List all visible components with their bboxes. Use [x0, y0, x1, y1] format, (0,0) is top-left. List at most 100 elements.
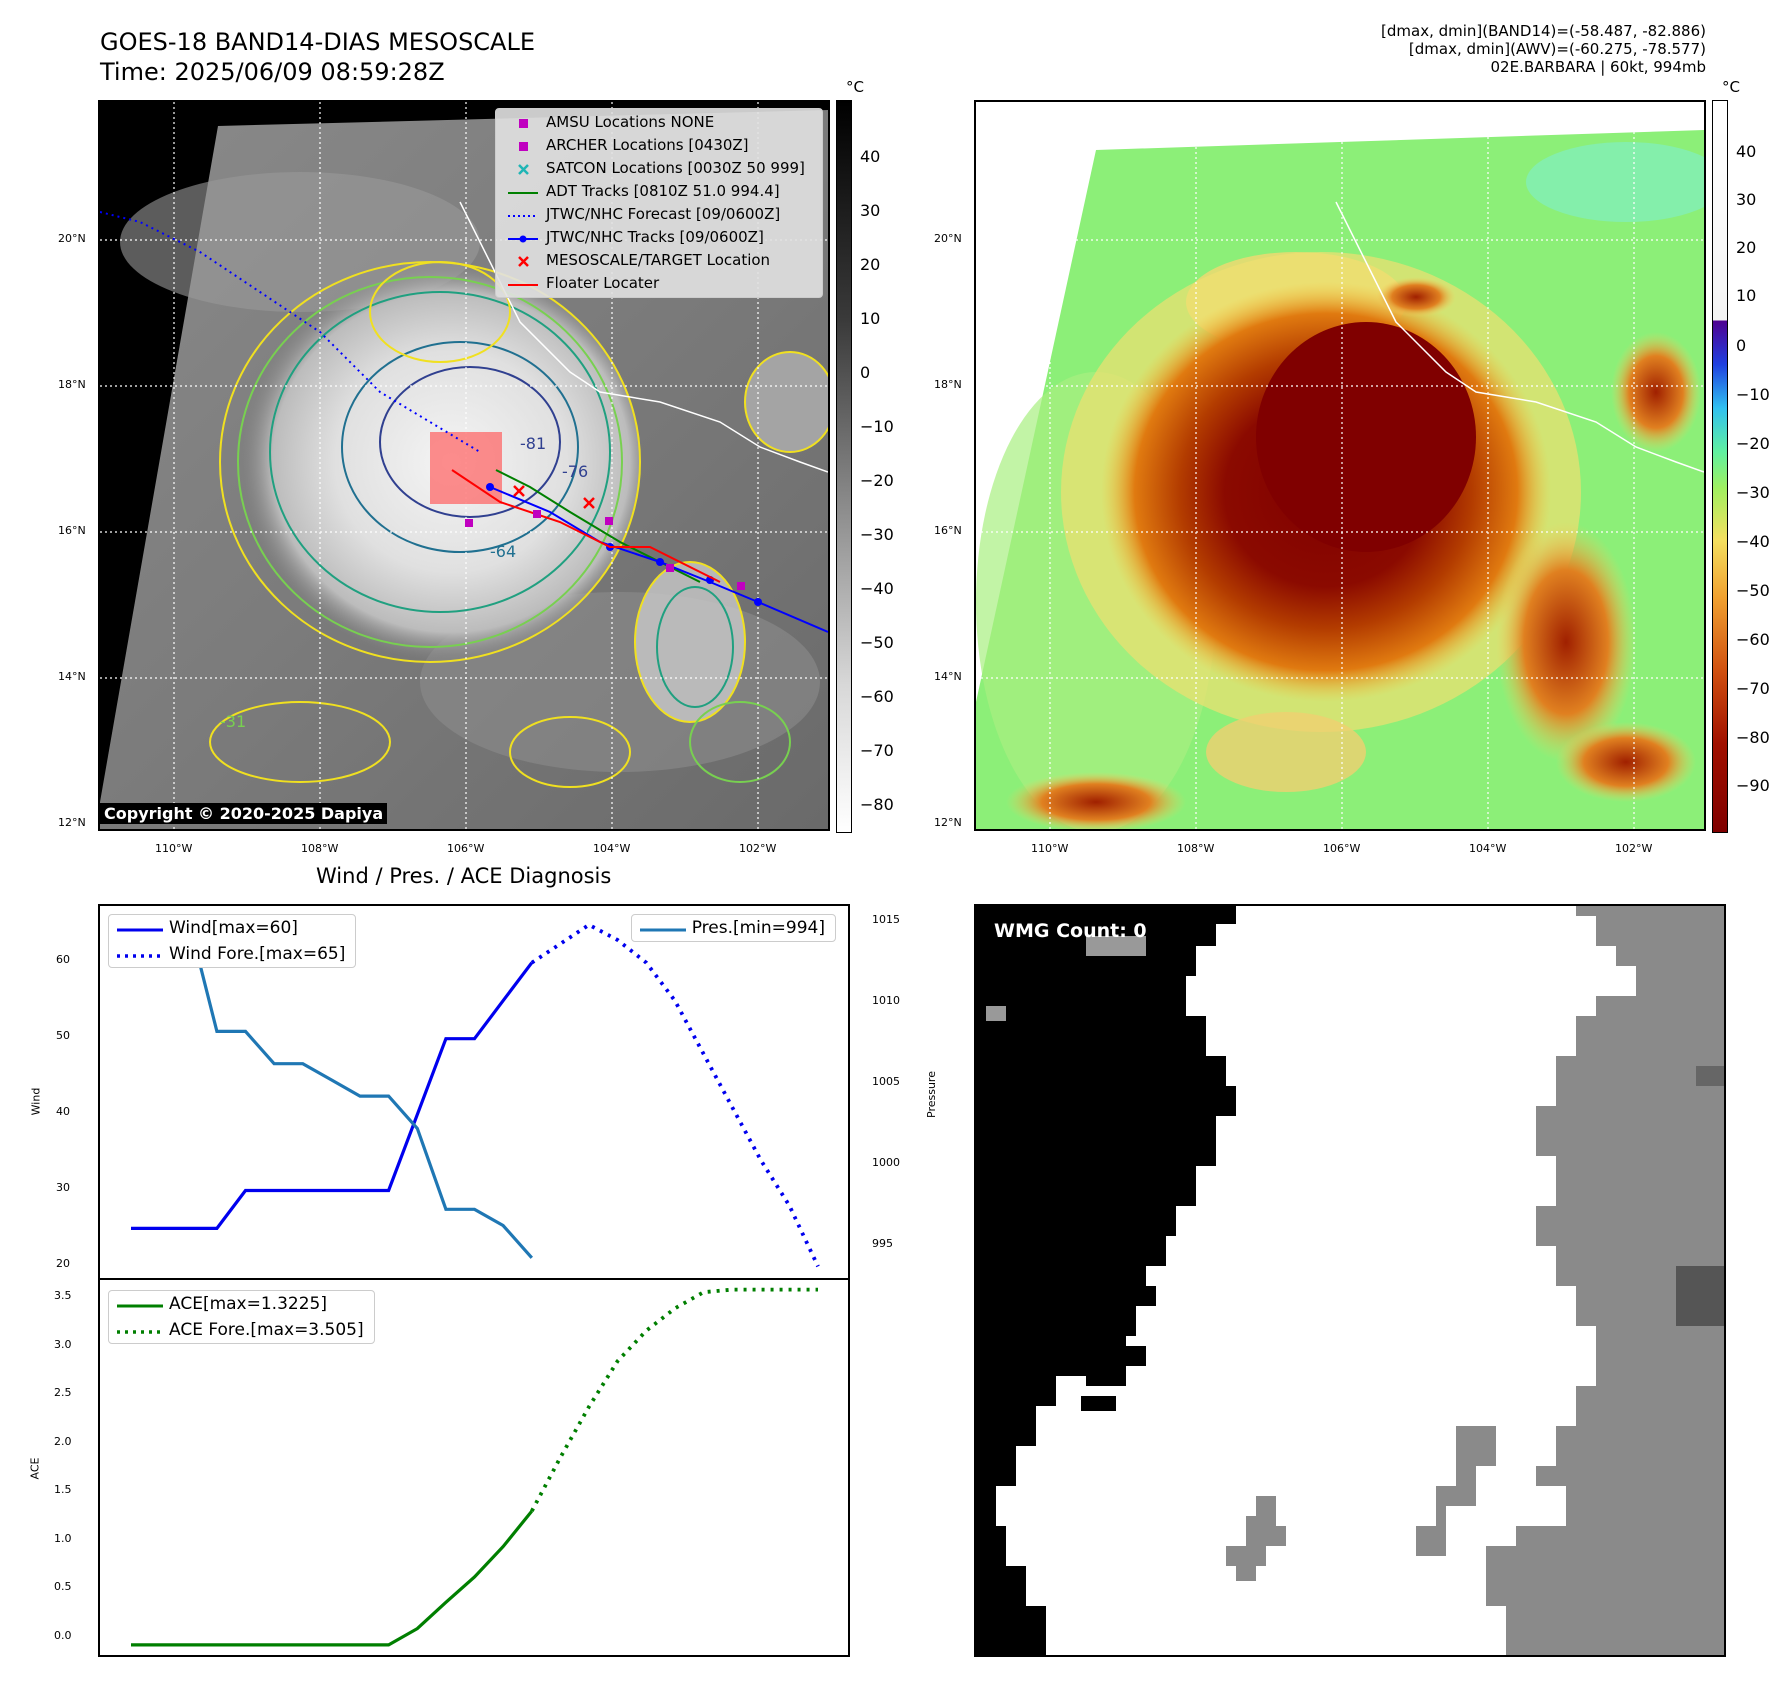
ace-tick: 3.5 — [54, 1289, 72, 1302]
legend-wind-fore: Wind Fore.[max=65] — [109, 941, 355, 967]
legend-floater-label: Floater Locater — [546, 274, 660, 292]
x-marker-icon — [508, 161, 538, 176]
ace-plot — [131, 1287, 818, 1647]
legend-amsu-label: AMSU Locations NONE — [546, 113, 715, 131]
ir-cb-tick: −80 — [860, 795, 894, 814]
lon-tick-106: 106°W — [447, 842, 485, 855]
legend-floater: Floater Locater — [496, 272, 822, 295]
info-storm: 02E.BARBARA | 60kt, 994mb — [1490, 58, 1706, 76]
ir-cb-tick: −60 — [860, 687, 894, 706]
legend-wind-fore-label: Wind Fore.[max=65] — [169, 944, 346, 964]
legend-ace-fore-label: ACE Fore.[max=3.505] — [169, 1320, 364, 1340]
legend-tracks-label: JTWC/NHC Tracks [09/0600Z] — [546, 228, 764, 246]
legend-satcon: SATCON Locations [0030Z 50 999] — [496, 157, 822, 180]
figure-title: GOES-18 BAND14-DIAS MESOSCALE — [100, 28, 536, 56]
lat-tick-18: 18°N — [934, 378, 962, 391]
ir-cb-tick: −10 — [860, 417, 894, 436]
color-cb-tick: 0 — [1736, 336, 1747, 355]
legend-ace: ACE[max=1.3225] — [109, 1291, 374, 1317]
line-icon — [508, 184, 538, 199]
wind-series-1-line — [530, 922, 820, 1268]
ace-panel: ACE[max=1.3225] ACE Fore.[max=3.505] — [98, 1278, 850, 1657]
ace-tick: 1.5 — [54, 1483, 72, 1496]
ir-cb-tick: 20 — [860, 255, 881, 274]
color-cb-tick: −60 — [1736, 630, 1770, 649]
ir-cb-tick: 40 — [860, 147, 881, 166]
info-awv: [dmax, dmin](AWV)=(-60.275, -78.577) — [1408, 40, 1706, 58]
color-cb-tick: −30 — [1736, 483, 1770, 502]
legend-adt-label: ADT Tracks [0810Z 51.0 994.4] — [546, 182, 780, 200]
legend-wind-label: Wind[max=60] — [169, 918, 298, 938]
ace-series-1-line — [530, 1287, 818, 1512]
wind-tick: 20 — [56, 1257, 70, 1270]
legend-pres-label: Pres.[min=994] — [691, 918, 825, 938]
legend-pres: Pres.[min=994] — [632, 915, 835, 941]
ir-cb-tick: 0 — [860, 363, 871, 382]
wmg-plot — [976, 906, 1724, 1655]
wmg-count-label: WMG Count: 0 — [994, 920, 1147, 942]
map-legend: AMSU Locations NONE ARCHER Locations [04… — [495, 108, 823, 298]
dotted-line-icon — [508, 207, 538, 222]
legend-target-label: MESOSCALE/TARGET Location — [546, 251, 771, 269]
color-cb-tick: −50 — [1736, 581, 1770, 600]
ace-tick: 2.5 — [54, 1386, 72, 1399]
legend-adt: ADT Tracks [0810Z 51.0 994.4] — [496, 180, 822, 203]
ir-cb-tick: −50 — [860, 633, 894, 652]
lon-tick-104: 104°W — [1469, 842, 1507, 855]
legend-ace-fore: ACE Fore.[max=3.505] — [109, 1317, 374, 1343]
legend-archer-label: ARCHER Locations [0430Z] — [546, 136, 749, 154]
lat-tick-12: 12°N — [58, 816, 86, 829]
legend-forecast-label: JTWC/NHC Forecast [09/0600Z] — [546, 205, 781, 223]
info-block: [dmax, dmin](BAND14)=(-58.487, -82.886) … — [1381, 22, 1706, 76]
ace-tick: 3.0 — [54, 1338, 72, 1351]
color-cb-tick: −10 — [1736, 385, 1770, 404]
color-map-svg — [976, 102, 1704, 829]
ir-cb-tick: 10 — [860, 309, 881, 328]
ir-cb-tick: −70 — [860, 741, 894, 760]
color-cb-tick: −20 — [1736, 434, 1770, 453]
pres-ylabel: Pressure — [924, 1071, 938, 1118]
color-map-panel — [974, 100, 1706, 831]
copyright-label: Copyright © 2020-2025 Dapiya — [100, 803, 388, 824]
pres-tick: 995 — [872, 1237, 893, 1250]
line-icon — [508, 276, 538, 291]
lat-tick-12: 12°N — [934, 816, 962, 829]
contour-label-81: -81 — [520, 434, 547, 453]
ace-tick: 2.0 — [54, 1435, 72, 1448]
ace-tick: 0.5 — [54, 1580, 72, 1593]
color-cb-tick: −40 — [1736, 532, 1770, 551]
diagnosis-title: Wind / Pres. / ACE Diagnosis — [316, 864, 612, 888]
legend-amsu: AMSU Locations NONE — [496, 111, 822, 134]
wind-legend: Wind[max=60] Wind Fore.[max=65] — [108, 914, 357, 968]
lon-tick-108: 108°W — [1177, 842, 1215, 855]
lon-tick-102: 102°W — [739, 842, 777, 855]
ir-cb-tick: −40 — [860, 579, 894, 598]
square-marker-icon — [508, 138, 538, 153]
legend-satcon-label: SATCON Locations [0030Z 50 999] — [546, 159, 805, 177]
ace-series-0-line — [131, 1510, 534, 1647]
wind-tick: 50 — [56, 1029, 70, 1042]
contour-label-64: -64 — [490, 542, 517, 561]
pres-tick: 1000 — [872, 1156, 900, 1169]
line-dot-icon — [508, 230, 538, 245]
lat-tick-16: 16°N — [934, 524, 962, 537]
ir-cb-tick: −20 — [860, 471, 894, 490]
info-band14: [dmax, dmin](BAND14)=(-58.487, -82.886) — [1381, 22, 1706, 40]
lon-tick-104: 104°W — [593, 842, 631, 855]
wind-series-0-line — [131, 961, 534, 1230]
ace-ylabel: ACE — [28, 1457, 42, 1480]
contour-label-76: -76 — [562, 462, 589, 481]
color-cb-tick: −70 — [1736, 679, 1770, 698]
solid-line-icon — [117, 1296, 163, 1312]
legend-archer: ARCHER Locations [0430Z] — [496, 134, 822, 157]
wind-tick: 30 — [56, 1181, 70, 1194]
ir-map-panel: -81 -76 -64 -31 AMSU Locations NONE ARCH… — [98, 100, 830, 831]
pres-tick: 1010 — [872, 994, 900, 1007]
color-colorbar — [1712, 100, 1728, 833]
color-cb-tick: −80 — [1736, 728, 1770, 747]
pres-legend: Pres.[min=994] — [630, 914, 836, 942]
legend-tracks: JTWC/NHC Tracks [09/0600Z] — [496, 226, 822, 249]
contour-label-31: -31 — [220, 712, 247, 731]
pres-tick: 1005 — [872, 1075, 900, 1088]
pres-series-0-line — [131, 916, 533, 1259]
